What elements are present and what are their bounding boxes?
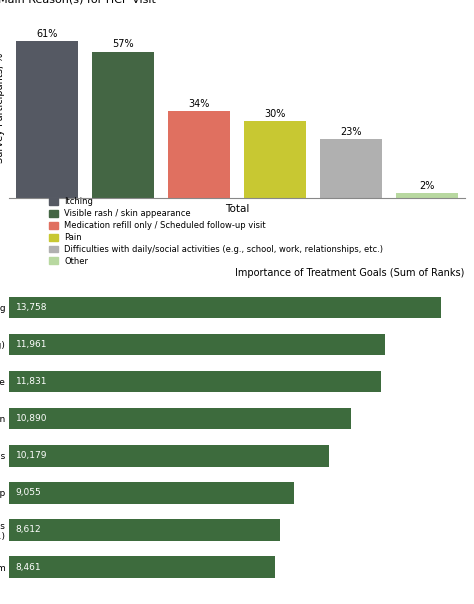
Text: Importance of Treatment Goals (Sum of Ranks): Importance of Treatment Goals (Sum of Ra… xyxy=(235,268,465,278)
Bar xyxy=(9,297,441,318)
Bar xyxy=(244,121,306,198)
Text: 57%: 57% xyxy=(112,39,134,50)
Text: 11,961: 11,961 xyxy=(16,340,47,349)
Text: 30%: 30% xyxy=(264,109,286,119)
Bar xyxy=(168,111,230,198)
Bar xyxy=(9,445,329,466)
Text: 9,055: 9,055 xyxy=(16,489,42,497)
Bar xyxy=(9,408,351,429)
Bar xyxy=(9,556,275,578)
Bar xyxy=(9,482,294,504)
X-axis label: Total: Total xyxy=(225,204,249,214)
Text: 8,461: 8,461 xyxy=(16,562,41,571)
Text: 61%: 61% xyxy=(36,29,58,39)
Text: 10,890: 10,890 xyxy=(16,414,47,423)
Text: 23%: 23% xyxy=(340,127,362,137)
Bar xyxy=(9,371,381,393)
Y-axis label: Survey Participants, %: Survey Participants, % xyxy=(0,53,5,163)
Text: 13,758: 13,758 xyxy=(16,303,47,312)
Bar xyxy=(16,41,79,198)
Text: 34%: 34% xyxy=(188,98,210,109)
Text: 11,831: 11,831 xyxy=(16,377,47,386)
Text: 2%: 2% xyxy=(419,181,434,191)
Bar xyxy=(395,193,458,198)
Bar xyxy=(9,519,280,541)
Bar xyxy=(9,333,385,355)
Legend: Itching, Visible rash / skin appearance, Medication refill only / Scheduled foll: Itching, Visible rash / skin appearance,… xyxy=(46,194,387,269)
Text: 10,179: 10,179 xyxy=(16,451,47,460)
Bar xyxy=(319,139,382,198)
Bar xyxy=(92,51,155,198)
Text: 8,612: 8,612 xyxy=(16,525,41,535)
Text: Main Reason(s) for HCP Visit: Main Reason(s) for HCP Visit xyxy=(0,0,156,5)
